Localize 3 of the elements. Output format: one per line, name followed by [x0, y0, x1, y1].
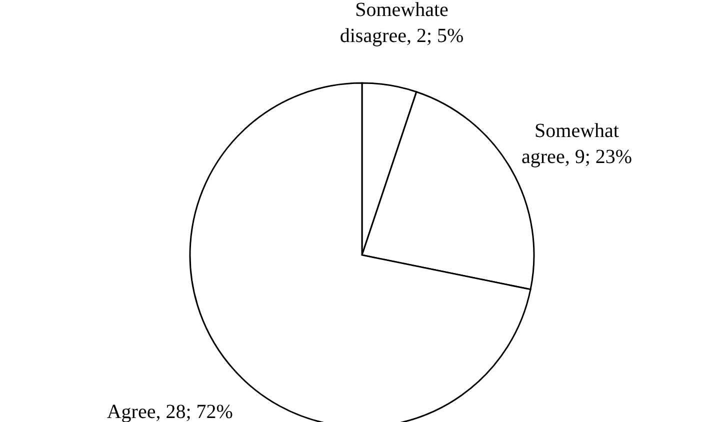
slice-label: Somewhate disagree, 2; 5% — [340, 0, 464, 48]
slice-label: Somewhat agree, 9; 23% — [522, 120, 632, 168]
slice-label: Agree, 28; 72% — [106, 400, 233, 422]
